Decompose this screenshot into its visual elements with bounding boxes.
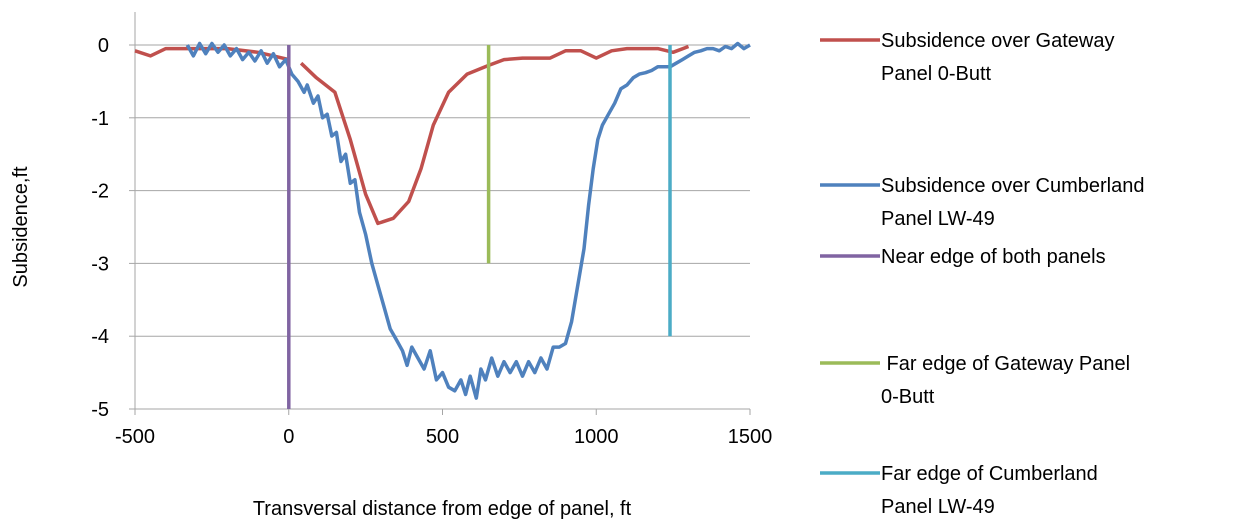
- y-tick-label: -3: [91, 253, 109, 275]
- legend-label-4: Far edge of Gateway Panel: [881, 353, 1130, 375]
- y-tick-label: -4: [91, 326, 109, 348]
- x-axis-title: Transversal distance from edge of panel,…: [253, 498, 632, 520]
- y-axis-title: Subsidence,ft: [10, 166, 32, 288]
- y-tick-label: -5: [91, 399, 109, 421]
- gridlines: [135, 44, 750, 410]
- x-tick-label: 1000: [574, 426, 619, 448]
- legend: Subsidence over Gateway Panel 0-Butt Subsi…: [820, 30, 1145, 518]
- x-tick-label: 1500: [728, 426, 773, 448]
- y-tick-label: -1: [91, 108, 109, 130]
- series-layer: [134, 41, 751, 409]
- legend-label-5: Far edge of Cumberland: [881, 463, 1098, 485]
- x-tick-label: -500: [115, 426, 155, 448]
- x-tick-label: 0: [283, 426, 294, 448]
- legend-label-2: Subsidence over Cumberland: [881, 175, 1145, 197]
- tick-labels: 0 -1 -2 -3 -4 -5 -500 0 500 1000 1500: [91, 35, 772, 448]
- legend-label-1: Panel 0-Butt: [881, 63, 992, 85]
- legend-label-1: Subsidence over Gateway: [881, 30, 1114, 52]
- series-line-1: [299, 44, 690, 226]
- y-tick-label: 0: [98, 35, 109, 57]
- y-tick-label: -2: [91, 181, 109, 203]
- x-tick-label: 500: [426, 426, 459, 448]
- legend-label-5: Panel LW-49: [881, 496, 995, 518]
- axes: [129, 12, 751, 415]
- legend-label-4: 0-Butt: [881, 386, 935, 408]
- legend-label-2: Panel LW-49: [881, 208, 995, 230]
- series-line-2: [185, 41, 751, 400]
- legend-label-3: Near edge of both panels: [881, 246, 1106, 268]
